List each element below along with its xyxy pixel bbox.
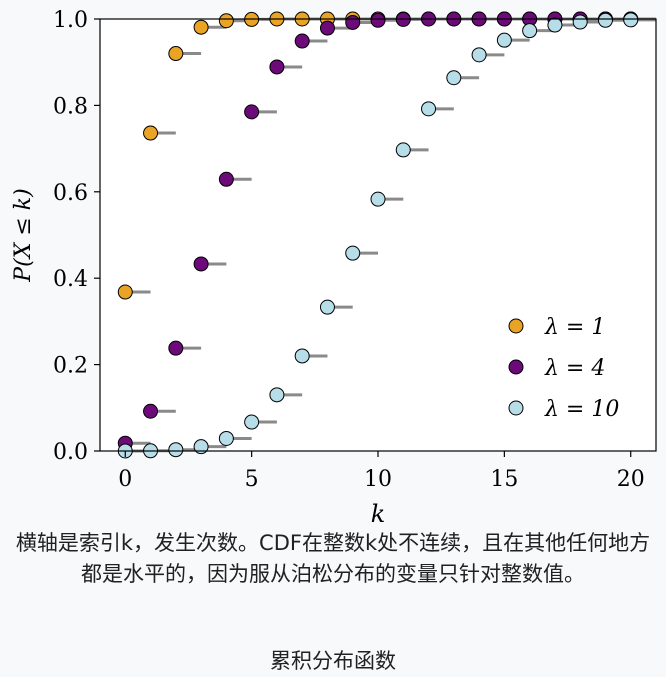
x-tick-label: 5 <box>245 467 259 492</box>
data-point <box>547 17 563 33</box>
data-point <box>143 403 159 419</box>
data-point <box>168 340 184 356</box>
data-point <box>294 33 310 49</box>
plot-background <box>100 19 656 451</box>
data-point <box>319 20 335 36</box>
y-tick-label: 0.2 <box>53 354 88 379</box>
data-point <box>496 32 512 48</box>
data-point <box>218 13 234 29</box>
y-tick-label: 1.0 <box>53 8 88 33</box>
data-point <box>421 101 437 117</box>
data-point <box>193 256 209 272</box>
legend-marker <box>508 359 524 375</box>
legend-marker <box>508 318 524 334</box>
legend-marker <box>508 400 524 416</box>
y-tick-label: 0.0 <box>53 440 88 465</box>
data-point <box>244 104 260 120</box>
y-axis-ticks: 0.0 0.2 0.4 0.6 0.8 1.0 <box>53 8 100 465</box>
data-point <box>370 191 386 207</box>
data-point <box>294 348 310 364</box>
data-point <box>168 442 184 458</box>
x-tick-label: 0 <box>118 467 132 492</box>
x-axis-ticks: 0 5 10 15 20 <box>118 451 645 492</box>
data-point <box>269 59 285 75</box>
legend-label: λ = 10 <box>544 397 619 422</box>
data-point <box>218 430 234 446</box>
data-point <box>345 245 361 261</box>
x-tick-label: 15 <box>490 467 518 492</box>
data-point <box>623 12 639 28</box>
data-point <box>446 70 462 86</box>
data-point <box>597 12 613 28</box>
y-axis-label: P(X ≤ k) <box>11 188 36 282</box>
data-point <box>193 439 209 455</box>
data-point <box>218 171 234 187</box>
legend-label: λ = 4 <box>544 356 605 381</box>
x-tick-label: 10 <box>364 467 392 492</box>
data-point <box>143 125 159 141</box>
data-point <box>572 14 588 30</box>
data-point <box>370 12 386 28</box>
data-point <box>345 14 361 30</box>
x-tick-label: 20 <box>617 467 645 492</box>
figure-caption: 横轴是索引k，发生次数。CDF在整数k处不连续，且在其他任何地方都是水平的，因为… <box>15 531 651 586</box>
legend-label: λ = 1 <box>544 315 605 340</box>
y-tick-label: 0.4 <box>53 267 88 292</box>
y-tick-label: 0.6 <box>53 181 88 206</box>
data-point <box>269 387 285 403</box>
y-tick-label: 0.8 <box>53 94 88 119</box>
data-point <box>193 19 209 35</box>
data-point <box>168 46 184 62</box>
data-point <box>471 47 487 63</box>
figure-title: 累积分布函数 <box>270 649 396 673</box>
data-point <box>117 284 133 300</box>
legend: λ = 1 λ = 4 λ = 10 <box>508 315 619 422</box>
poisson-cdf-chart: 0 5 10 15 20 0.0 0.2 0.4 0.6 0.8 1.0 k P(X ≤ k) λ… <box>11 8 657 528</box>
x-axis-label: k <box>371 500 386 528</box>
data-point <box>244 414 260 430</box>
data-point <box>319 299 335 315</box>
data-point <box>395 142 411 158</box>
data-point <box>522 23 538 39</box>
